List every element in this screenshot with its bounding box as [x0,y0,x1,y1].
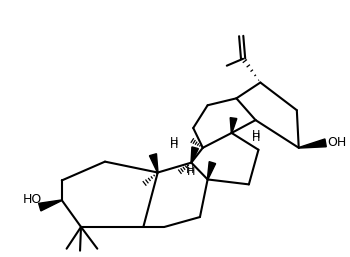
Text: H: H [186,164,195,175]
Text: HO: HO [22,193,42,206]
Polygon shape [207,162,216,180]
Text: OH: OH [328,136,347,149]
Polygon shape [230,118,237,133]
Text: H: H [251,130,260,140]
Polygon shape [38,200,62,211]
Polygon shape [191,147,198,163]
Text: H: H [187,167,196,177]
Text: H: H [251,133,260,143]
Text: H: H [170,137,178,147]
Polygon shape [149,154,158,173]
Polygon shape [299,139,326,148]
Text: H: H [170,140,178,150]
